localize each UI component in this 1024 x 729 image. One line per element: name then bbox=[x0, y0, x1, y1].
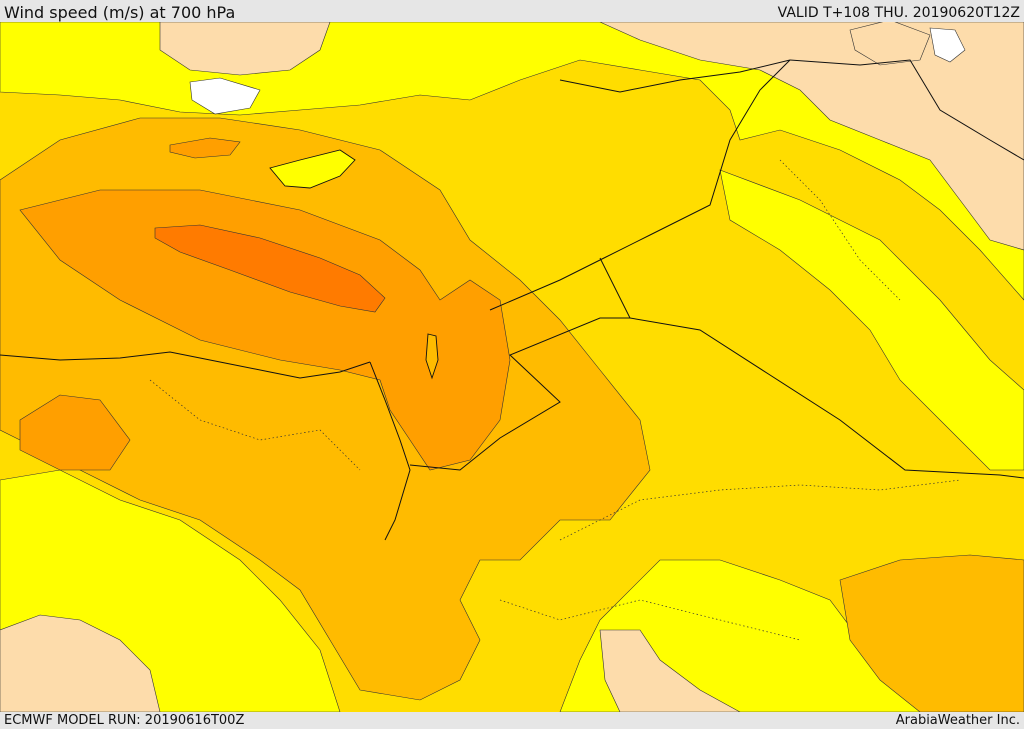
high-wind-regions bbox=[19, 137, 511, 471]
credit-text: ArabiaWeather Inc. bbox=[895, 713, 1020, 728]
country-borders bbox=[0, 59, 1024, 541]
very-high-wind-regions bbox=[154, 224, 386, 313]
calm-patches bbox=[189, 27, 966, 115]
province-borders bbox=[149, 159, 961, 641]
header-bar: Wind speed (m/s) at 700 hPa VALID T+108 … bbox=[0, 0, 1024, 22]
very-low-wind-regions bbox=[0, 22, 1024, 712]
cyprus-island bbox=[269, 149, 356, 189]
map-title: Wind speed (m/s) at 700 hPa bbox=[4, 3, 236, 22]
model-run: ECMWF MODEL RUN: 20190616T00Z bbox=[4, 713, 245, 728]
footer-bar: ECMWF MODEL RUN: 20190616T00Z ArabiaWeat… bbox=[0, 712, 1024, 729]
valid-time: VALID T+108 THU. 20190620T12Z bbox=[777, 5, 1020, 21]
dead-sea bbox=[425, 333, 439, 380]
weather-map[interactable] bbox=[0, 22, 1024, 712]
